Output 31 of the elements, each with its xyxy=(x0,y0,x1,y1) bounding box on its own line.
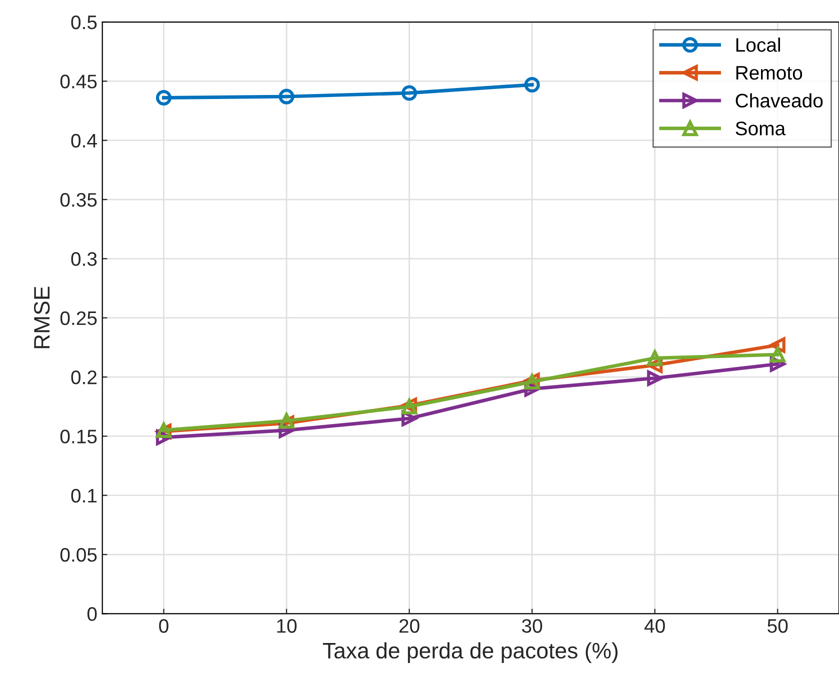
x-axis-title: Taxa de perda de pacotes (%) xyxy=(322,642,618,663)
y-tick-label: 0.4 xyxy=(71,134,97,148)
y-tick-label: 0.05 xyxy=(60,548,97,562)
x-tick-label: 20 xyxy=(399,619,420,633)
legend-label: Soma xyxy=(736,122,786,136)
x-tick-label: 10 xyxy=(277,619,297,633)
point xyxy=(647,370,663,386)
y-tick-label: 0.1 xyxy=(71,488,97,503)
legend-label: Remoto xyxy=(736,66,802,80)
point xyxy=(278,88,294,104)
legend-label: Local xyxy=(736,38,780,52)
point xyxy=(402,85,418,101)
y-tick-label: 0.35 xyxy=(60,192,97,207)
y-tick-label: 0.5 xyxy=(71,15,97,30)
y-tick-label: 0.45 xyxy=(60,74,97,88)
point xyxy=(647,350,663,366)
y-tick-label: 0.15 xyxy=(60,430,97,444)
x-tick-label: 40 xyxy=(644,619,665,633)
y-tick-label: 0.2 xyxy=(71,370,97,384)
x-tick-label: 0 xyxy=(159,619,168,633)
point xyxy=(156,90,172,106)
point xyxy=(524,76,540,93)
point xyxy=(770,346,786,362)
y-axis-title: RMSE xyxy=(34,286,50,348)
point xyxy=(770,337,786,353)
x-tick-label: 50 xyxy=(768,619,788,633)
y-tick-label: 0.3 xyxy=(71,252,97,266)
y-tick-label: 0 xyxy=(87,607,97,621)
y-tick-label: 0.25 xyxy=(60,311,97,326)
legend-label: Chaveado xyxy=(736,93,823,108)
x-tick-label: 30 xyxy=(522,619,542,633)
